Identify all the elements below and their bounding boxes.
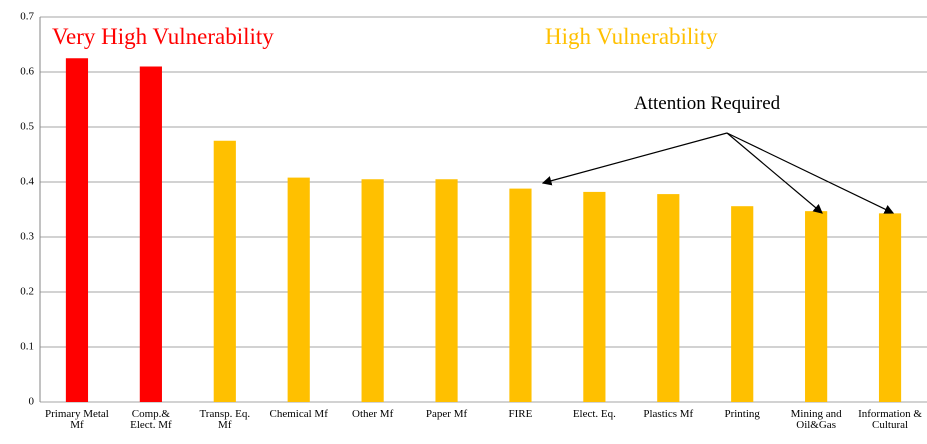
annotation: Very High Vulnerability [52, 24, 274, 49]
arrow [726, 132, 823, 214]
y-tick-label: 0.3 [20, 231, 34, 243]
bar [731, 206, 754, 402]
x-tick-label: Plastics Mf [643, 408, 694, 420]
y-tick-label: 0.4 [20, 176, 34, 188]
x-tick-label: Comp.& Elect. Mf [130, 408, 172, 431]
arrow [541, 132, 728, 186]
x-tick-label: Printing [724, 408, 760, 420]
annotation: Attention Required [634, 93, 781, 114]
x-tick-label: Mining and Oil&Gas [790, 408, 842, 431]
x-tick-label: Elect. Eq. [572, 408, 616, 420]
x-tick-label: Information & Cultural [858, 408, 922, 431]
x-tick-label: Transp. Eq. Mf [199, 408, 251, 431]
x-tick-label: Chemical Mf [269, 408, 328, 420]
bar [509, 188, 532, 402]
y-tick-label: 0.7 [20, 11, 34, 23]
x-tick-label: Paper Mf [425, 408, 468, 420]
y-tick-label: 0.2 [20, 286, 34, 298]
bar [139, 66, 162, 402]
bar [657, 194, 680, 402]
annotation: High Vulnerability [545, 24, 718, 49]
arrows [541, 132, 895, 214]
x-tick-label: Primary Metal Mf [45, 408, 109, 431]
bar [583, 191, 606, 402]
x-tick-label: FIRE [508, 408, 533, 420]
bar [287, 177, 310, 402]
y-tick-label: 0 [29, 396, 35, 408]
bar [361, 179, 384, 402]
bar [435, 179, 458, 402]
y-tick-label: 0.1 [20, 341, 34, 353]
arrow [726, 132, 895, 214]
x-tick-label: Other Mf [352, 408, 394, 420]
bar [213, 140, 236, 402]
bar [65, 58, 89, 402]
y-tick-label: 0.5 [20, 121, 34, 133]
bar [805, 211, 828, 402]
bar [878, 213, 902, 402]
y-tick-label: 0.6 [20, 66, 34, 78]
